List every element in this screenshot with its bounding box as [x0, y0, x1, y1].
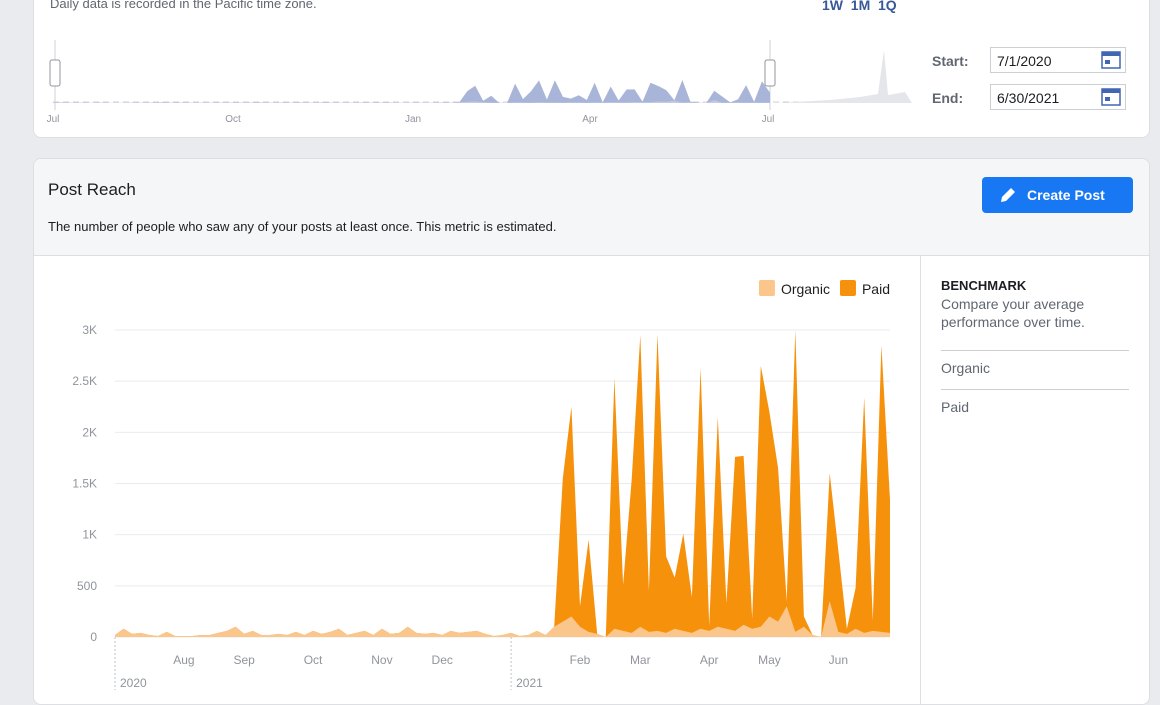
timezone-note: Daily data is recorded in the Pacific ti… [50, 0, 317, 11]
end-value: 6/30/2021 [997, 90, 1060, 106]
button-label: Create Post [1027, 187, 1105, 203]
presets: 1W 1M 1Q [822, 0, 897, 13]
start-label: Start: [932, 53, 969, 69]
card-header [34, 159, 1149, 256]
range-card [33, 0, 1150, 138]
card-description: The number of people who saw any of your… [48, 219, 557, 234]
end-date[interactable]: 6/30/2021 [990, 84, 1126, 110]
preset[interactable]: 1W [822, 0, 843, 13]
start-date[interactable]: 7/1/2020 [990, 47, 1126, 73]
benchmark-description: Compare your average performance over ti… [941, 296, 1085, 330]
card-title: Post Reach [48, 180, 136, 199]
benchmark-title: BENCHMARK [941, 278, 1027, 293]
benchmark-item[interactable]: Organic [941, 360, 991, 376]
end-label: End: [932, 90, 964, 106]
divider [920, 256, 921, 704]
start-value: 7/1/2020 [997, 53, 1052, 69]
separator [941, 389, 1129, 390]
preset[interactable]: 1Q [878, 0, 897, 13]
benchmark-item[interactable]: Paid [941, 399, 970, 415]
pencil-icon [1001, 188, 1015, 202]
create-post-button[interactable]: Create Post [982, 177, 1133, 213]
preset[interactable]: 1M [850, 0, 871, 13]
post-reach-card [33, 158, 1150, 705]
separator [941, 350, 1129, 351]
